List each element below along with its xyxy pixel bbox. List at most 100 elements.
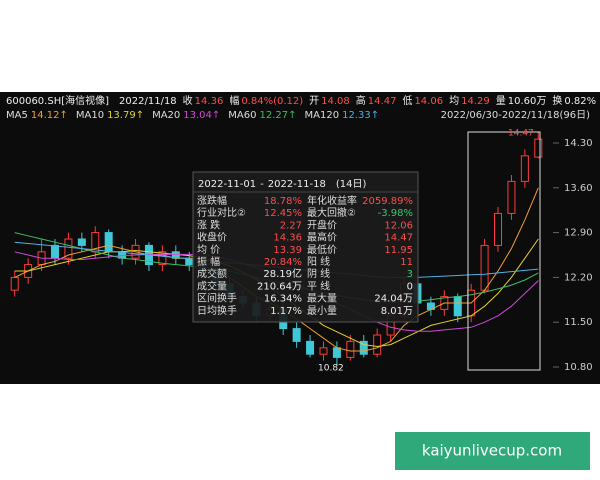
popup-label: 最小量 [307, 305, 337, 317]
ma-value: 14.12↑ [31, 110, 68, 121]
popup-value: 14.47 [384, 233, 413, 244]
popup-value: 24.04万 [374, 294, 413, 305]
popup-value: 0 [407, 281, 413, 292]
candle-body [520, 155, 529, 182]
popup-label: 区间换手 [197, 292, 237, 305]
candle-body [292, 328, 301, 342]
y-tick-label: 12.90 [564, 228, 593, 239]
candle-body [306, 340, 315, 355]
popup-label: 收盘价 [197, 231, 227, 244]
popup-label: 涨 跌 [197, 218, 220, 231]
y-tick-label: 13.60 [564, 183, 593, 194]
popup-days: (14日) [336, 179, 367, 190]
popup-value: 3 [407, 269, 413, 280]
popup-label: 阴 线 [307, 267, 330, 280]
popup-label: 开盘价 [307, 218, 337, 231]
candle-body [50, 244, 59, 259]
popup-label: 阳 线 [307, 255, 330, 268]
popup-value: 11 [400, 257, 413, 268]
watermark: kaiyunlivecup.com [422, 442, 562, 460]
popup-label: 最大量 [307, 292, 337, 305]
ma-value: 12.33↑ [342, 110, 379, 121]
popup [192, 171, 419, 323]
popup-label: 最高价 [307, 231, 337, 244]
ma-value: 13.04↑ [183, 110, 220, 121]
popup-start: 2022-11-01 [198, 179, 256, 190]
candle-body [346, 340, 355, 358]
field-value: 14.47 [368, 96, 397, 107]
candle-body [534, 138, 543, 158]
popup-label: 最大回撤② [307, 206, 356, 219]
candle-body [77, 238, 86, 246]
popup-label: 最低价 [307, 243, 337, 256]
candle-body [332, 347, 341, 358]
y-tick-label: 10.80 [564, 362, 593, 373]
popup-value: 28.19亿 [263, 267, 302, 280]
ma-name: MA60 [228, 110, 256, 121]
ma-name: MA20 [152, 110, 180, 121]
candle-body [64, 238, 73, 259]
popup-label: 涨跌幅 [197, 194, 227, 207]
popup-label: 行业对比② [197, 206, 246, 219]
field-value: 14.08 [321, 96, 350, 107]
popup-label: 年化收益率 [307, 194, 357, 207]
candle-body [10, 276, 19, 291]
date-range: 2022/06/30-2022/11/18(96日) [441, 110, 591, 121]
y-tick-label: 14.30 [564, 138, 593, 149]
popup-value: 18.78% [264, 196, 302, 207]
ma-value: 12.27↑ [260, 110, 297, 121]
y-tick-label: 11.50 [564, 317, 593, 328]
field-value: 14.36 [195, 96, 224, 107]
field-label: 均 [449, 95, 459, 107]
popup-value: -3.98% [378, 208, 413, 219]
field-label: 开 [309, 96, 319, 107]
field-label: 收 [183, 94, 193, 107]
popup-value: 11.95 [384, 245, 413, 256]
popup-value: 1.17% [270, 306, 302, 317]
candle-body [373, 334, 382, 355]
field-label: 高 [356, 94, 366, 107]
field-label: 量 [496, 95, 506, 107]
annotation: 14.47 [508, 129, 534, 139]
field-value: 0.84%(0.12) [241, 96, 303, 107]
popup-sep: - [260, 179, 264, 190]
popup-value: 20.84% [264, 257, 302, 268]
popup-label: 成交额 [197, 267, 227, 280]
y-tick-label: 12.20 [564, 272, 593, 283]
symbol: 600060.SH[海信视像] [6, 94, 109, 107]
annotation: 10.82 [318, 364, 344, 374]
ma-name: MA120 [305, 110, 340, 121]
candle-body [158, 251, 167, 266]
popup-label: 日均换手 [197, 304, 237, 317]
popup-value: 2.27 [280, 220, 302, 231]
field-label: 换 [552, 94, 562, 107]
candle-body [453, 296, 462, 317]
field-value: 0.82% [564, 96, 596, 107]
popup-value: 14.36 [273, 233, 302, 244]
candle-body [507, 180, 516, 214]
field-value: 14.29 [461, 96, 490, 107]
field-label: 低 [402, 94, 412, 107]
popup-label: 均 价 [197, 244, 220, 256]
candle-body [359, 340, 368, 355]
field-value: 10.60万 [508, 96, 547, 107]
popup-value: 13.39 [273, 245, 302, 256]
ma-name: MA5 [6, 110, 28, 121]
candle-body [104, 232, 113, 253]
popup-value: 16.34% [264, 294, 302, 305]
popup-value: 2059.89% [362, 196, 413, 207]
popup-value: 210.64万 [257, 281, 302, 292]
popup-label: 平 线 [307, 279, 330, 292]
candle-body [494, 212, 503, 246]
ma-name: MA10 [76, 110, 104, 121]
candle-body [480, 244, 489, 291]
popup-value: 12.06 [384, 220, 413, 231]
popup-value: 12.45% [264, 208, 302, 219]
popup-value: 8.01万 [381, 306, 413, 317]
popup-label: 振 幅 [197, 255, 220, 268]
watermark-box [395, 432, 590, 470]
candle-body [319, 347, 328, 355]
field-value: 14.06 [414, 96, 443, 107]
popup-end: 2022-11-18 [268, 179, 326, 190]
